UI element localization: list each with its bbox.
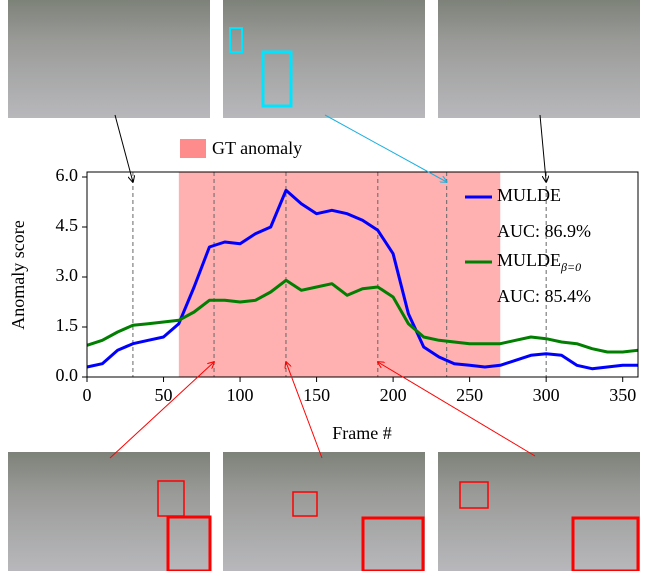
anomaly-span xyxy=(179,172,500,377)
legend-label: MULDE xyxy=(497,250,561,270)
photo xyxy=(438,0,640,118)
x-tick-label: 250 xyxy=(456,385,483,405)
legend-auc: AUC: 86.9% xyxy=(497,221,591,241)
photo xyxy=(438,452,640,571)
x-tick-label: 200 xyxy=(380,385,407,405)
arrow xyxy=(110,362,214,458)
x-tick-label: 300 xyxy=(533,385,560,405)
x-axis-label: Frame # xyxy=(332,423,391,443)
y-tick-label: 4.5 xyxy=(56,215,79,235)
x-tick-label: 100 xyxy=(227,385,254,405)
x-tick-label: 350 xyxy=(609,385,636,405)
legend-auc: AUC: 85.4% xyxy=(497,286,591,306)
y-tick-label: 1.5 xyxy=(56,315,79,335)
legend-subscript: β=0 xyxy=(560,260,581,274)
x-tick-label: 150 xyxy=(303,385,330,405)
photo xyxy=(8,0,210,118)
y-tick-label: 3.0 xyxy=(56,265,79,285)
photo xyxy=(223,0,425,118)
legend-label: GT anomaly xyxy=(212,138,302,158)
y-tick-label: 6.0 xyxy=(56,165,79,185)
photo xyxy=(223,452,425,571)
y-tick-label: 0.0 xyxy=(56,365,79,385)
legend-label: MULDE xyxy=(497,185,561,205)
y-axis-label: Anomaly score xyxy=(8,220,28,329)
figure: GT anomalyMULDEAUC: 86.9%MULDEβ=0AUC: 85… xyxy=(0,0,650,571)
x-tick-label: 0 xyxy=(83,385,92,405)
legend-swatch xyxy=(180,139,206,158)
photo xyxy=(8,452,210,571)
